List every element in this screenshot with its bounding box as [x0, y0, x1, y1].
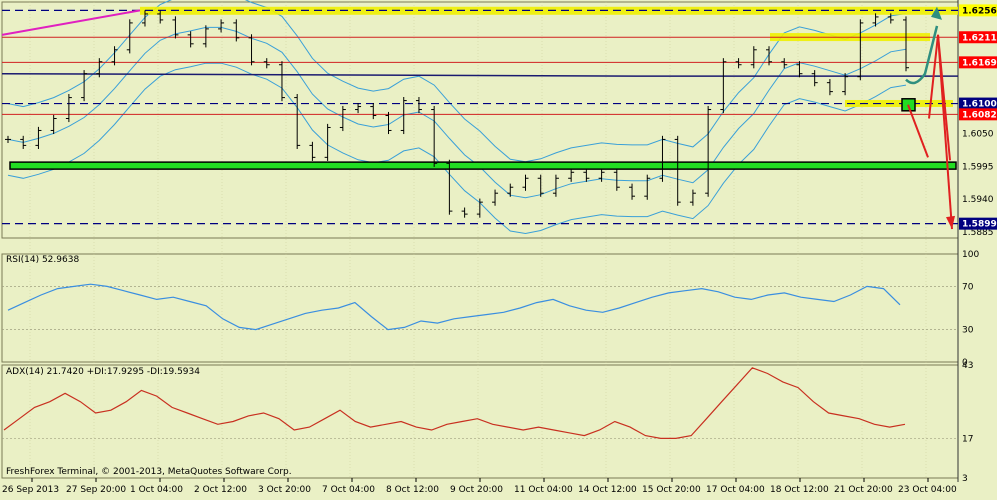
adx-tick-label: 43	[962, 361, 973, 371]
time-tick-label: 11 Oct 04:00	[514, 485, 573, 495]
price-tick-label: 1.6050	[962, 129, 994, 139]
price-tick-label: 1.5995	[962, 162, 994, 172]
teal-arrowhead	[931, 6, 942, 20]
rsi-panel: 100 70 30 0	[2, 250, 979, 368]
bollinger-upper-line	[7, 0, 907, 163]
price-level-tag	[959, 217, 997, 230]
time-tick-label: 3 Oct 20:00	[258, 485, 311, 495]
red-forecast-arrow	[907, 104, 929, 158]
adx-panel: 43 17 3	[2, 361, 973, 484]
price-level-tag-label: 1.6211	[962, 33, 997, 43]
time-tick-label: 15 Oct 20:00	[642, 485, 701, 495]
price-level-tag	[959, 31, 997, 44]
time-tick-label: 1 Oct 04:00	[130, 485, 183, 495]
price-level-tag-label: 1.6082	[962, 110, 997, 120]
price-level-tag	[959, 97, 997, 110]
price-level-tag	[959, 108, 997, 121]
magenta-trend-line	[1, 9, 141, 36]
green-support-bar	[9, 161, 957, 170]
navy-trend-line	[1, 72, 958, 77]
adx-tick-label: 17	[962, 434, 973, 444]
red-forecast-drop	[937, 34, 953, 230]
time-tick-label: 21 Oct 20:00	[834, 485, 893, 495]
price-bars	[5, 10, 909, 218]
price-level-tag	[959, 56, 997, 69]
rsi-tick-label: 0	[962, 358, 968, 368]
rsi-tick-label: 30	[962, 326, 974, 336]
adx-tick-label: 3	[962, 474, 968, 484]
time-axis: 26 Sep 2013 27 Sep 20:00 1 Oct 04:00 2 Oct …	[2, 478, 957, 495]
rsi-tick-label: 70	[962, 282, 974, 292]
rsi-tick-label: 100	[962, 250, 979, 260]
time-tick-label: 2 Oct 12:00	[194, 485, 247, 495]
time-tick-label: 26 Sep 2013	[2, 485, 59, 495]
red-arrowhead	[946, 215, 955, 230]
teal-forecast-arrow	[905, 25, 939, 85]
time-tick-label: 17 Oct 04:00	[706, 485, 765, 495]
time-tick-label: 8 Oct 12:00	[386, 485, 439, 495]
copyright-text: FreshForex Terminal, © 2001-2013, MetaQu…	[6, 467, 292, 477]
time-tick-label: 7 Oct 04:00	[322, 485, 375, 495]
rsi-title: RSI(14) 52.9638	[6, 255, 79, 265]
adx-line	[3, 367, 906, 439]
adx-title: ADX(14) 21.7420 +DI:17.9295 -DI:19.5934	[6, 367, 200, 377]
time-tick-label: 14 Oct 12:00	[578, 485, 637, 495]
price-tick-label: 1.5885	[962, 228, 994, 238]
bollinger-lower-line	[7, 62, 907, 235]
bollinger-middle-line	[7, 26, 907, 199]
time-tick-label: 18 Oct 12:00	[770, 485, 829, 495]
price-level-tag-label: 1.6169	[962, 58, 997, 68]
rsi-line	[7, 283, 901, 331]
price-tick-label: 1.5940	[962, 195, 994, 205]
price-level-tag-label: 1.5899	[962, 220, 997, 230]
time-tick-label: 27 Sep 20:00	[66, 485, 126, 495]
price-level-tag-label: 1.6100	[962, 100, 997, 110]
price-level-tag	[959, 4, 997, 17]
price-level-tag-label: 1.6256	[962, 6, 997, 16]
time-tick-label: 23 Oct 04:00	[898, 485, 957, 495]
time-tick-label: 9 Oct 20:00	[450, 485, 503, 495]
